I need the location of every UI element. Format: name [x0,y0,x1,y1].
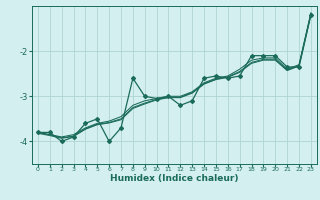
X-axis label: Humidex (Indice chaleur): Humidex (Indice chaleur) [110,174,239,183]
